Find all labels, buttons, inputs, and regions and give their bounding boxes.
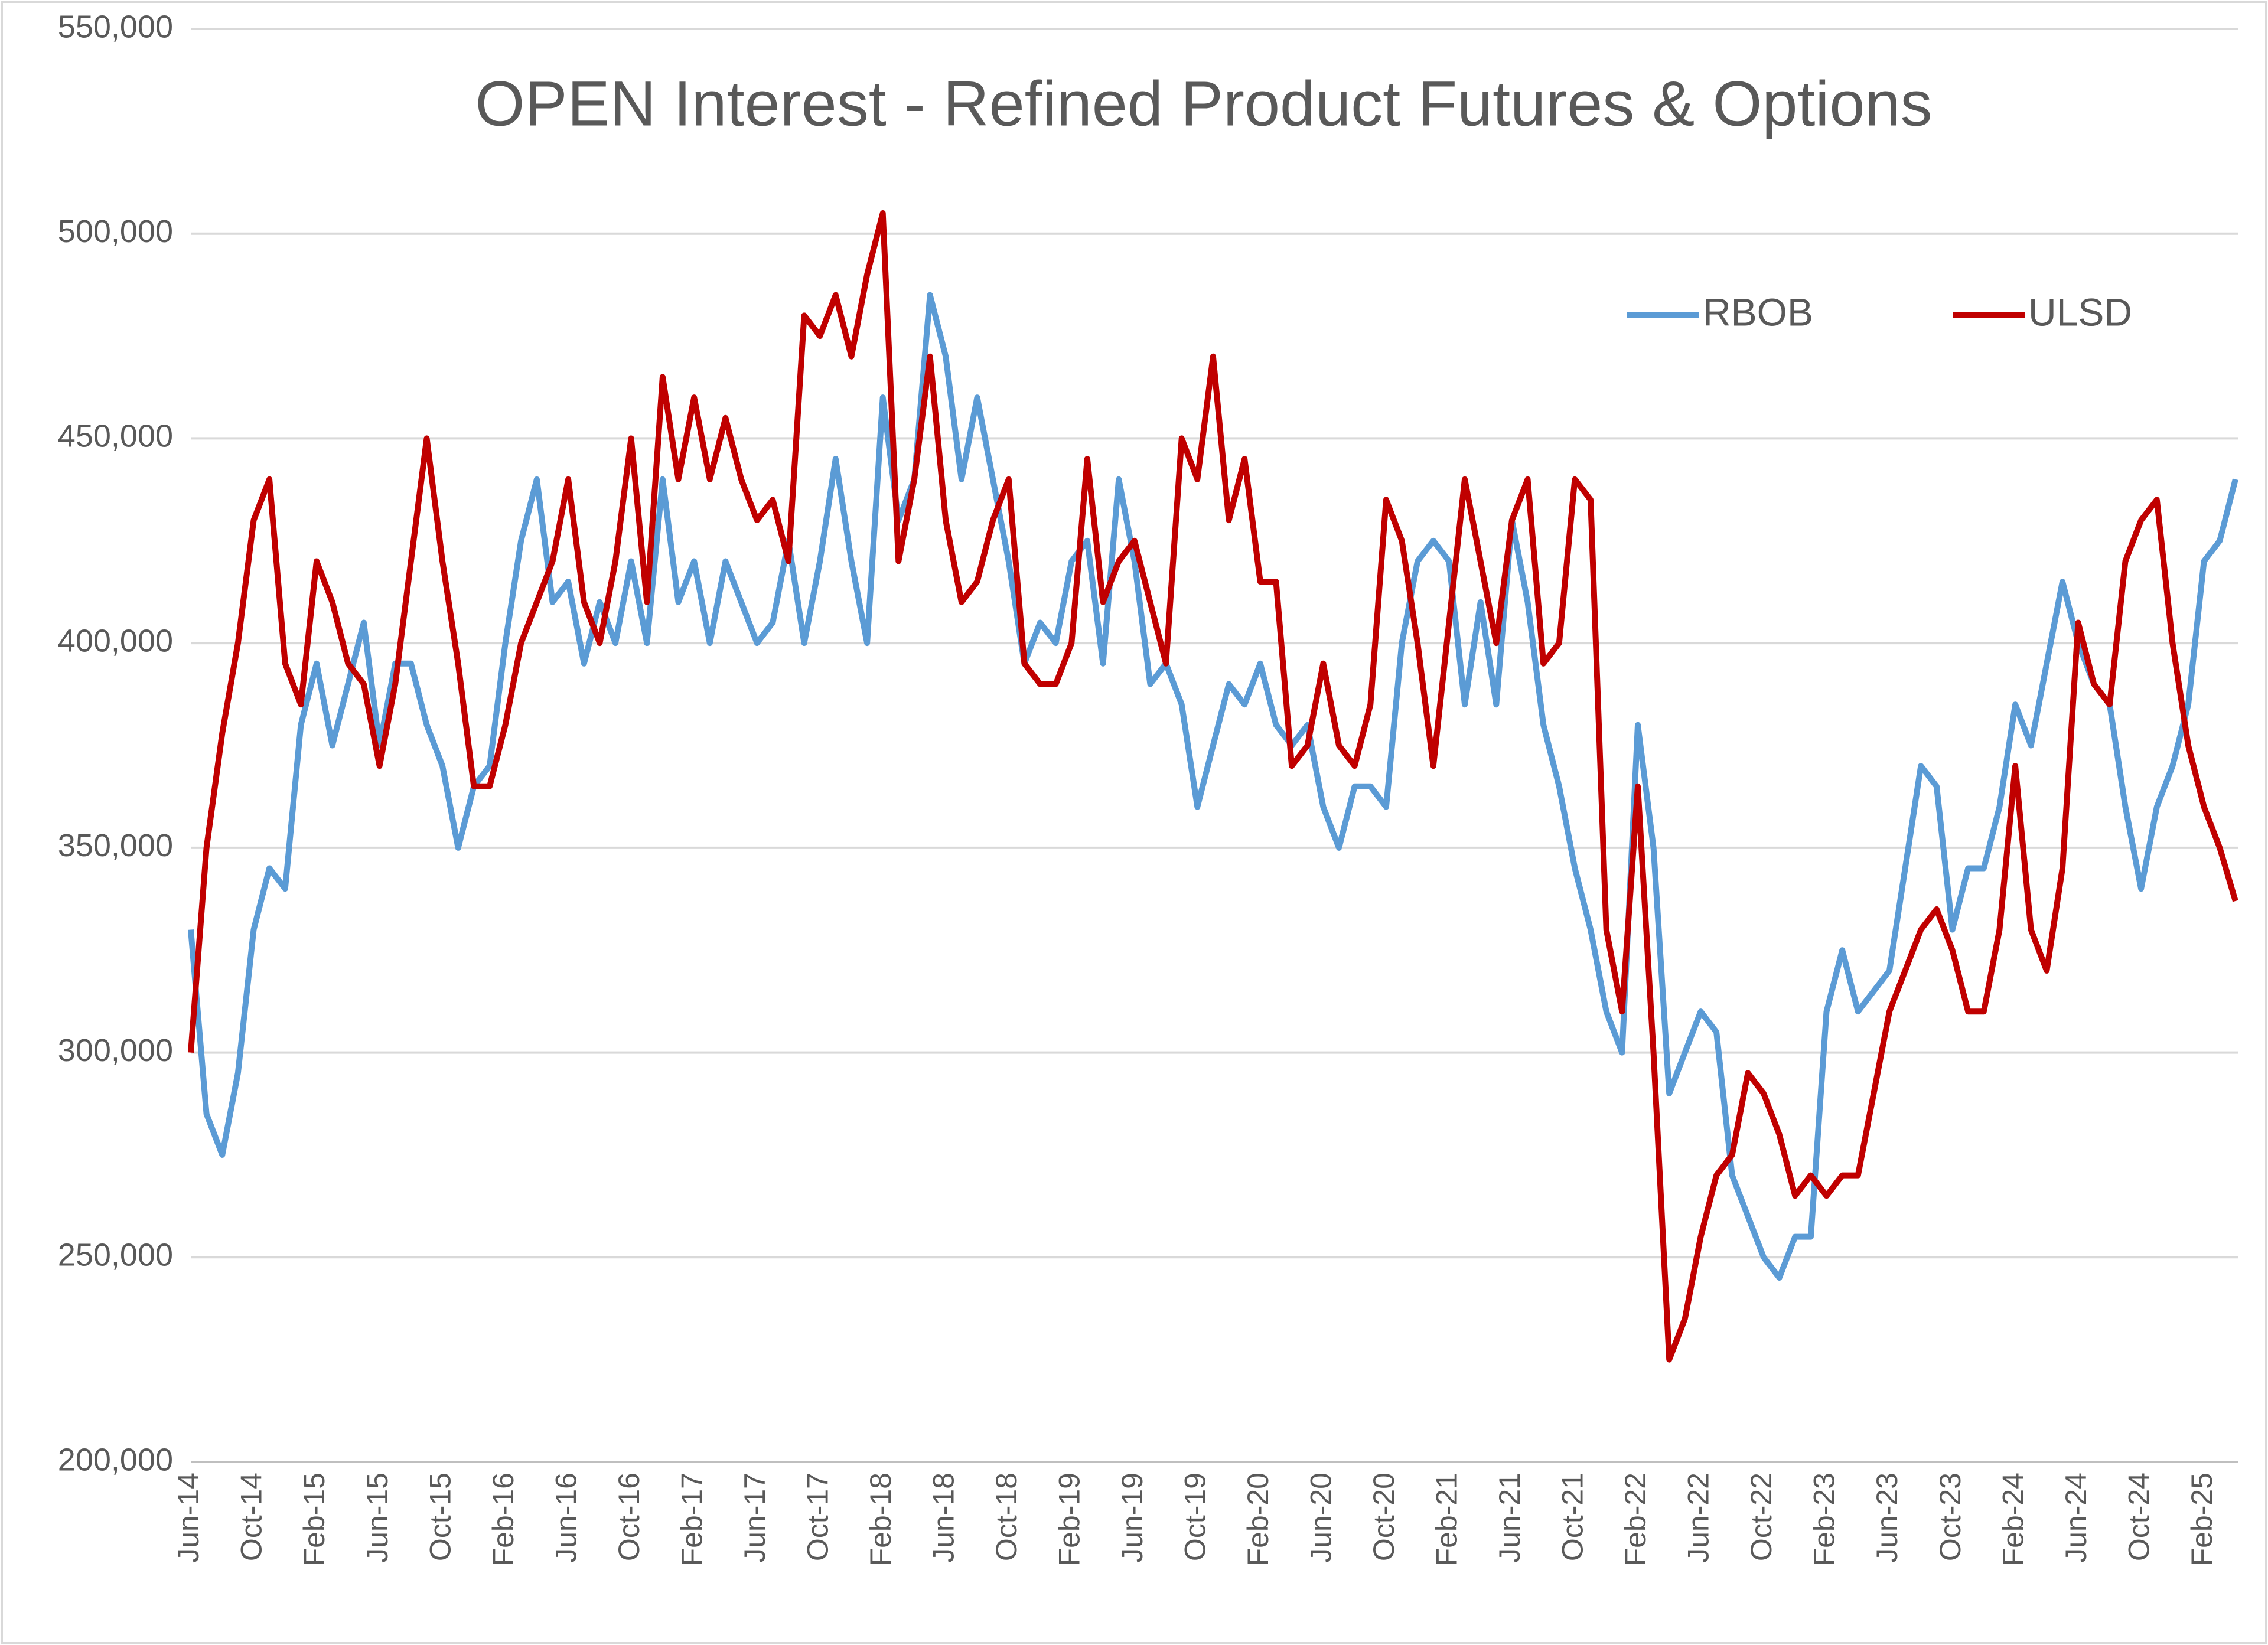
x-tick-label: Oct-22 bbox=[1745, 1473, 1778, 1561]
x-tick-label: Oct-16 bbox=[612, 1473, 646, 1561]
x-tick-label: Jun-15 bbox=[361, 1473, 394, 1563]
x-tick-label: Jun-22 bbox=[1682, 1473, 1715, 1563]
chart-title: OPEN Interest - Refined Product Futures … bbox=[475, 68, 1932, 139]
x-tick-label: Oct-15 bbox=[423, 1473, 457, 1561]
x-tick-label: Oct-23 bbox=[1934, 1473, 1967, 1561]
x-tick-label: Feb-25 bbox=[2185, 1473, 2218, 1566]
x-tick-label: Oct-20 bbox=[1367, 1473, 1400, 1561]
x-tick-label: Feb-16 bbox=[487, 1473, 520, 1566]
y-tick-label: 400,000 bbox=[58, 623, 173, 658]
series-line bbox=[188, 210, 2238, 1363]
y-tick-label: 550,000 bbox=[58, 9, 173, 44]
y-tick-label: 300,000 bbox=[58, 1033, 173, 1068]
x-tick-label: Feb-19 bbox=[1052, 1473, 1086, 1566]
legend-label: RBOB bbox=[1703, 290, 1813, 334]
x-tick-label: Oct-24 bbox=[2122, 1473, 2155, 1561]
x-tick-label: Jun-17 bbox=[738, 1473, 771, 1563]
x-tick-label: Feb-17 bbox=[675, 1473, 708, 1566]
x-tick-label: Jun-14 bbox=[172, 1473, 205, 1563]
legend-label: ULSD bbox=[2028, 290, 2132, 334]
x-tick-label: Oct-18 bbox=[990, 1473, 1023, 1561]
x-tick-label: Feb-15 bbox=[298, 1473, 331, 1566]
x-tick-label: Oct-21 bbox=[1556, 1473, 1589, 1561]
y-tick-label: 350,000 bbox=[58, 828, 173, 863]
x-tick-label: Jun-16 bbox=[549, 1473, 582, 1563]
x-tick-label: Feb-23 bbox=[1808, 1473, 1841, 1566]
x-tick-label: Feb-21 bbox=[1430, 1473, 1464, 1566]
x-tick-label: Jun-24 bbox=[2060, 1473, 2093, 1563]
x-tick-label: Oct-17 bbox=[801, 1473, 834, 1561]
x-tick-label: Oct-14 bbox=[235, 1473, 268, 1561]
y-tick-label: 450,000 bbox=[58, 419, 173, 454]
y-tick-label: 500,000 bbox=[58, 214, 173, 249]
x-tick-label: Jun-20 bbox=[1305, 1473, 1338, 1563]
y-tick-label: 250,000 bbox=[58, 1238, 173, 1273]
x-tick-label: Feb-20 bbox=[1241, 1473, 1275, 1566]
x-tick-label: Feb-22 bbox=[1619, 1473, 1652, 1566]
x-tick-label: Feb-18 bbox=[864, 1473, 897, 1566]
y-tick-label: 200,000 bbox=[58, 1442, 173, 1477]
x-tick-label: Jun-23 bbox=[1871, 1473, 1904, 1563]
x-tick-label: Jun-19 bbox=[1116, 1473, 1149, 1563]
x-tick-label: Feb-24 bbox=[1996, 1473, 2029, 1566]
x-tick-label: Oct-19 bbox=[1179, 1473, 1212, 1561]
series-line bbox=[188, 292, 2238, 1281]
x-tick-label: Jun-18 bbox=[927, 1473, 960, 1563]
x-tick-label: Jun-21 bbox=[1493, 1473, 1526, 1563]
